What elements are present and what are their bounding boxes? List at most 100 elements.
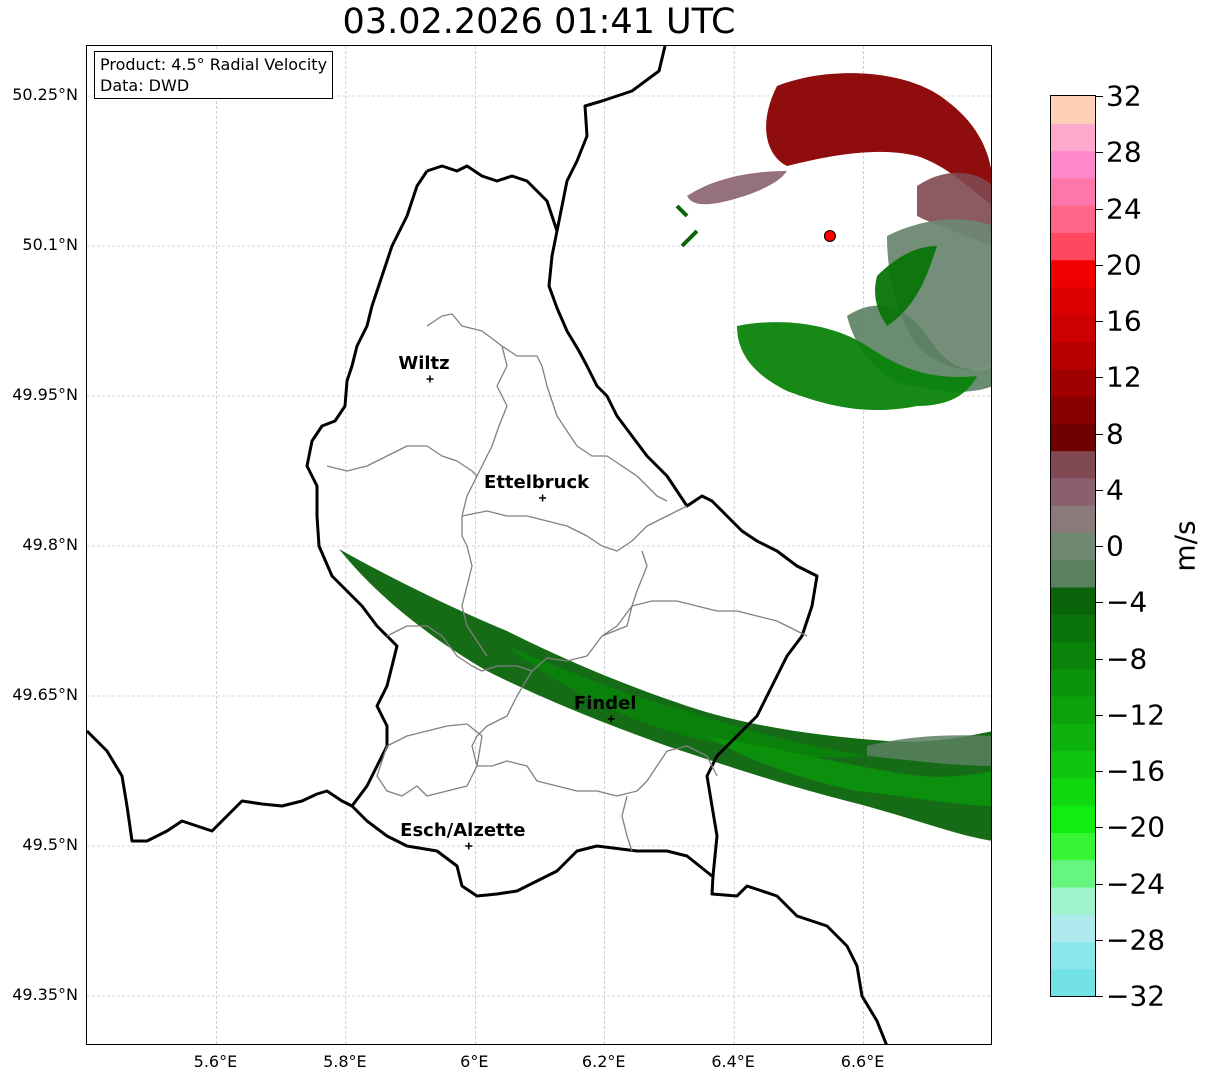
colorbar-swatch xyxy=(1051,614,1095,643)
city-marker[interactable]: Ettelbruck xyxy=(484,472,590,502)
radar-echo-north xyxy=(675,73,991,411)
colorbar-tick-label: −24 xyxy=(1106,867,1166,900)
longitude-tick-label: 5.8°E xyxy=(323,1052,367,1071)
colorbar-swatch xyxy=(1051,423,1095,452)
longitude-tick-label: 5.6°E xyxy=(193,1052,238,1071)
colorbar-swatch xyxy=(1051,123,1095,152)
colorbar-swatch xyxy=(1051,832,1095,861)
map-area[interactable]: Wiltz Ettelbruck Findel Esch/Alzette xyxy=(86,45,992,1045)
data-source-label: Data: DWD xyxy=(100,76,190,95)
colorbar-tick xyxy=(1096,996,1103,997)
colorbar-tick-label: −28 xyxy=(1106,923,1166,957)
city-cross-icon xyxy=(607,715,615,723)
colorbar-tick-label: −20 xyxy=(1106,810,1166,844)
colorbar-tick xyxy=(1096,96,1103,97)
colorbar-swatch xyxy=(1051,205,1095,233)
map-canvas: Wiltz Ettelbruck Findel Esch/Alzette xyxy=(87,46,991,1044)
colorbar-tick-label: 28 xyxy=(1106,135,1142,169)
country-borders xyxy=(87,46,888,1044)
colorbar-tick-label: 8 xyxy=(1106,417,1124,450)
colorbar-swatch xyxy=(1051,941,1095,970)
colorbar-swatch xyxy=(1051,396,1095,424)
colorbar-tick xyxy=(1096,433,1103,435)
colorbar-swatch xyxy=(1051,723,1095,752)
longitude-tick-label: 6.6°E xyxy=(840,1052,885,1071)
colorbar-swatch xyxy=(1051,259,1095,288)
latitude-tick-label: 49.8°N xyxy=(22,535,78,554)
colorbar-tick-label: 0 xyxy=(1106,529,1124,563)
colorbar-swatch xyxy=(1051,750,1095,779)
colorbar-tick xyxy=(1096,208,1103,210)
colorbar-swatch xyxy=(1051,968,1095,997)
colorbar-tick xyxy=(1096,883,1103,885)
colorbar-tick-label: 32 xyxy=(1106,79,1142,113)
radar-echo-band xyxy=(339,549,991,841)
latitude-tick-label: 50.1°N xyxy=(22,235,78,254)
colorbar-swatch xyxy=(1051,150,1095,179)
colorbar-tick xyxy=(1096,321,1103,322)
longitude-tick-label: 6.2°E xyxy=(581,1052,626,1071)
latitude-tick-label: 49.95°N xyxy=(12,385,78,404)
latitude-tick-label: 49.35°N xyxy=(12,985,78,1004)
colorbar-tick xyxy=(1096,264,1103,266)
colorbar-swatch xyxy=(1051,532,1095,561)
product-info-box: Product: 4.5° Radial Velocity Data: DWD xyxy=(94,51,334,99)
city-marker[interactable]: Wiltz xyxy=(398,353,450,383)
colorbar-tick-label: 4 xyxy=(1106,473,1124,507)
colorbar-swatch xyxy=(1051,368,1095,397)
colorbar-tick-label: −32 xyxy=(1106,979,1166,1013)
gridlines xyxy=(87,46,991,1044)
latitude-tick-label: 50.25°N xyxy=(12,85,78,104)
colorbar-swatch xyxy=(1051,341,1095,370)
colorbar-tick xyxy=(1096,489,1103,491)
colorbar-swatch xyxy=(1051,859,1095,888)
colorbar-tick xyxy=(1096,658,1103,660)
colorbar-swatch xyxy=(1051,696,1095,724)
colorbar-swatch xyxy=(1051,586,1095,615)
colorbar-tick-label: 24 xyxy=(1106,192,1142,225)
colorbar-tick-label: 12 xyxy=(1106,360,1142,394)
colorbar-swatch xyxy=(1051,314,1095,343)
colorbar-swatch xyxy=(1051,96,1095,124)
colorbar-swatch xyxy=(1051,286,1095,315)
colorbar-swatch xyxy=(1051,450,1095,479)
colorbar-swatch xyxy=(1051,914,1095,943)
colorbar-tick-label: −12 xyxy=(1106,698,1166,732)
colorbar-swatch xyxy=(1051,505,1095,533)
radar-site-icon[interactable] xyxy=(823,230,836,242)
city-cross-icon xyxy=(426,375,434,383)
latitude-tick-label: 49.65°N xyxy=(12,685,78,704)
colorbar-tick xyxy=(1096,939,1103,941)
colorbar-tick-label: −16 xyxy=(1106,754,1166,788)
colorbar-tick-label: −8 xyxy=(1106,642,1148,675)
product-label: Product: 4.5° Radial Velocity xyxy=(100,55,328,74)
city-cross-icon xyxy=(465,842,473,850)
colorbar-tick xyxy=(1096,771,1103,772)
colorbar-tick xyxy=(1096,546,1103,547)
colorbar-tick-label: 20 xyxy=(1106,248,1142,282)
city-label: Findel xyxy=(574,693,637,714)
colorbar-tick xyxy=(1096,602,1103,604)
colorbar-tick xyxy=(1096,152,1103,154)
colorbar-swatches xyxy=(1051,96,1095,997)
colorbar-swatch xyxy=(1051,668,1095,697)
colorbar-swatch xyxy=(1051,641,1095,670)
colorbar-swatch xyxy=(1051,805,1095,833)
city-cross-icon xyxy=(539,494,547,502)
colorbar-tick xyxy=(1096,377,1103,379)
colorbar-swatch xyxy=(1051,777,1095,806)
latitude-tick-label: 49.5°N xyxy=(22,835,78,854)
colorbar-tick xyxy=(1096,714,1103,716)
city-label: Wiltz xyxy=(398,353,449,374)
longitude-tick-label: 6°E xyxy=(460,1052,489,1071)
city-marker[interactable]: Findel xyxy=(574,693,637,723)
colorbar-swatch xyxy=(1051,477,1095,506)
colorbar-tick-label: 16 xyxy=(1106,304,1142,338)
colorbar-swatch xyxy=(1051,177,1095,206)
longitude-tick-label: 6.4°E xyxy=(711,1052,755,1071)
canton-borders xyxy=(326,313,808,852)
city-label: Ettelbruck xyxy=(484,472,590,493)
velocity-colorbar xyxy=(1050,95,1096,997)
city-marker[interactable]: Esch/Alzette xyxy=(400,820,525,850)
city-label: Esch/Alzette xyxy=(400,820,525,841)
